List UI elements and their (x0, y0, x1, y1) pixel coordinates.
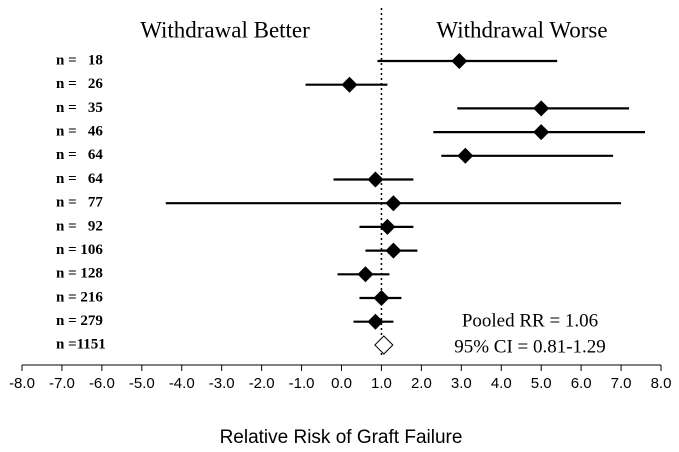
estimate-diamond (367, 171, 384, 188)
pooled-diamond (374, 335, 394, 355)
study-label: n = 18 (56, 52, 103, 68)
study-label: n = 46 (56, 124, 103, 140)
x-tick-label: 6.0 (571, 375, 592, 392)
x-tick-label: -1.0 (289, 375, 315, 392)
estimate-diamond (373, 290, 390, 306)
x-tick-label: -4.0 (169, 375, 195, 392)
study-label: n = 64 (56, 171, 103, 187)
estimate-diamond (533, 124, 550, 141)
x-tick-label: 7.0 (611, 375, 632, 392)
estimate-diamond (357, 266, 374, 283)
x-tick-label: 1.0 (371, 375, 392, 392)
x-tick-label: 4.0 (491, 375, 512, 392)
estimate-diamond (457, 147, 474, 164)
x-tick-label: -5.0 (129, 375, 155, 392)
study-label: n = 35 (56, 100, 103, 116)
x-tick-label: 0.0 (331, 375, 352, 392)
study-label: n = 106 (56, 242, 103, 258)
pooled-label: n =1151 (56, 336, 106, 352)
x-tick-label: -2.0 (249, 375, 275, 392)
estimate-diamond (367, 313, 384, 330)
right-header: Withdrawal Worse (436, 17, 607, 42)
x-tick-label: -7.0 (49, 375, 75, 392)
left-header: Withdrawal Better (140, 17, 310, 42)
estimate-diamond (385, 242, 402, 259)
study-label: n = 64 (56, 147, 103, 163)
study-label: n = 77 (56, 195, 103, 211)
estimate-diamond (385, 195, 402, 212)
x-axis-label: Relative Risk of Graft Failure (220, 427, 463, 448)
estimate-diamond (379, 218, 396, 235)
estimate-diamond (451, 53, 468, 69)
study-label: n = 92 (56, 218, 103, 234)
pooled-ci-text: 95% CI = 0.81-1.29 (454, 336, 606, 357)
study-label: n = 216 (56, 289, 103, 305)
estimate-diamond (533, 100, 550, 117)
x-tick-label: 8.0 (651, 375, 672, 392)
x-tick-label: -6.0 (89, 375, 115, 392)
x-tick-label: 2.0 (411, 375, 432, 392)
estimate-diamond (341, 76, 358, 93)
pooled-text: Pooled RR = 1.06 (462, 310, 598, 331)
x-tick-label: -3.0 (209, 375, 235, 392)
study-label: n = 128 (56, 266, 103, 282)
x-tick-label: -8.0 (9, 375, 35, 392)
study-label: n = 279 (56, 313, 103, 329)
x-tick-label: 3.0 (451, 375, 472, 392)
x-tick-label: 5.0 (531, 375, 552, 392)
study-label: n = 26 (56, 76, 103, 92)
